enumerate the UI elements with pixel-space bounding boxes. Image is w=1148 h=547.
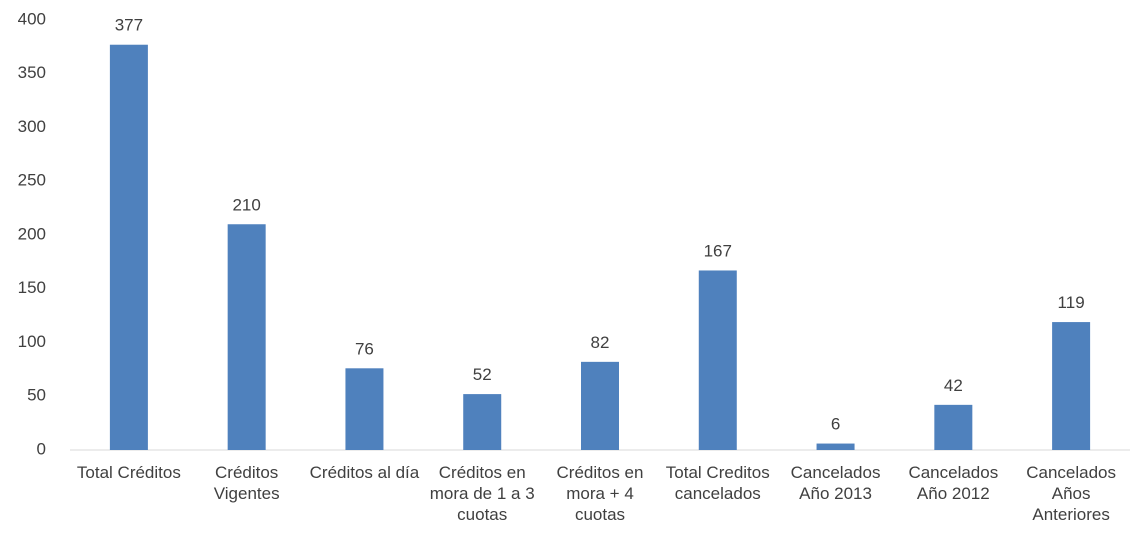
x-tick-label: Cancelados Año 2012: [908, 463, 998, 503]
data-label: 82: [591, 333, 610, 352]
y-tick-label: 250: [18, 171, 46, 190]
bar: [698, 270, 737, 450]
data-label: 76: [355, 339, 374, 358]
data-label: 377: [115, 16, 143, 35]
bar: [345, 368, 384, 450]
x-tick-label: Cancelados Año 2013: [791, 463, 881, 503]
bar: [816, 443, 855, 450]
y-tick-label: 300: [18, 117, 46, 136]
x-tick-label: Créditos en mora + 4 cuotas: [557, 463, 644, 524]
data-label: 42: [944, 376, 963, 395]
bar: [1052, 322, 1091, 450]
y-tick-label: 200: [18, 224, 46, 243]
x-tick-label: Total Créditos: [77, 463, 181, 482]
bar: [934, 404, 973, 450]
x-tick-label: Créditos Vigentes: [214, 463, 280, 503]
y-tick-label: 400: [18, 9, 46, 28]
bar: [109, 44, 148, 450]
y-tick-label: 150: [18, 278, 46, 297]
data-label: 6: [831, 415, 840, 434]
bar: [581, 361, 619, 450]
bar: [463, 394, 502, 450]
data-label: 119: [1058, 293, 1085, 312]
data-label: 210: [232, 195, 260, 214]
x-tick-label: Total Creditos cancelados: [666, 463, 770, 503]
y-tick-label: 100: [18, 332, 46, 351]
y-tick-label: 350: [18, 63, 46, 82]
y-tick-label: 50: [27, 386, 46, 405]
x-tick-label: Créditos en mora de 1 a 3 cuotas: [430, 463, 535, 524]
y-tick-label: 0: [37, 439, 46, 458]
bar: [227, 224, 266, 450]
data-label: 167: [704, 241, 732, 260]
x-tick-label: Cancelados Años Anteriores: [1026, 463, 1116, 524]
x-tick-label: Créditos al día: [310, 463, 420, 482]
data-label: 52: [473, 365, 492, 384]
